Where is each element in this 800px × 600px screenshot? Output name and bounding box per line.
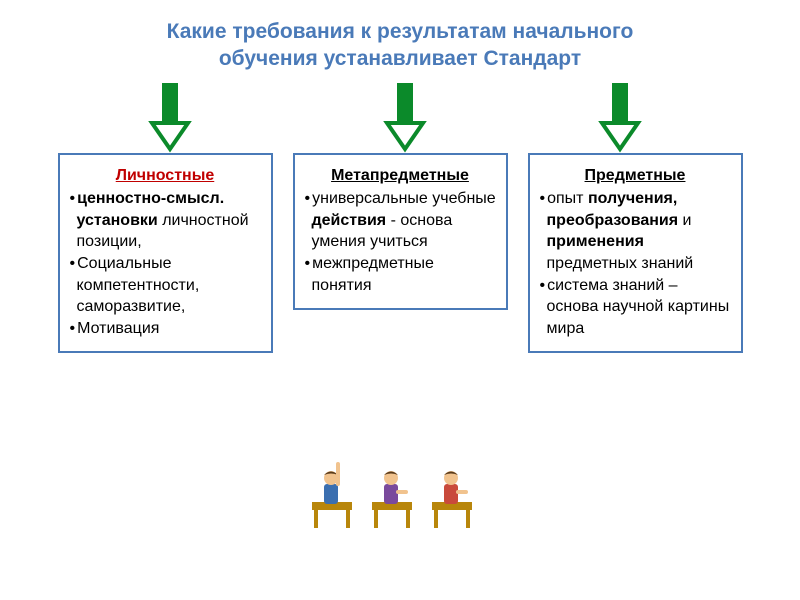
category-box: Предметныеопыт получения, преобразования… bbox=[528, 153, 743, 354]
box-list-item: опыт получения, преобразования и примене… bbox=[540, 188, 733, 274]
page-title: Какие требования к результатам начальног… bbox=[0, 0, 800, 83]
box-list-item: универсальные учебные действия - основа … bbox=[305, 188, 498, 253]
box-title: Личностные bbox=[68, 165, 263, 187]
box-list-item: ценностно-смысл. установки личностной по… bbox=[70, 188, 263, 253]
box-list-item: система знаний – основа научной картины … bbox=[540, 275, 733, 340]
box-list-item: межпредметные понятия bbox=[305, 253, 498, 296]
box-title: Метапредметные bbox=[303, 165, 498, 187]
boxes-row: Личностныеценностно-смысл. установки лич… bbox=[0, 153, 800, 354]
category-box: Личностныеценностно-смысл. установки лич… bbox=[58, 153, 273, 354]
arrows-row bbox=[0, 83, 800, 153]
title-line2: обучения устанавливает Стандарт bbox=[219, 47, 581, 70]
box-list: универсальные учебные действия - основа … bbox=[303, 188, 498, 296]
box-title: Предметные bbox=[538, 165, 733, 187]
title-line1: Какие требования к результатам начальног… bbox=[167, 20, 634, 43]
box-list: опыт получения, преобразования и примене… bbox=[538, 188, 733, 339]
category-box: Метапредметныеуниверсальные учебные дейс… bbox=[293, 153, 508, 311]
box-list-item: Социальные компетентности, саморазвитие, bbox=[70, 253, 263, 318]
students-illustration bbox=[300, 450, 500, 530]
down-arrow-icon bbox=[140, 83, 200, 158]
box-list: ценностно-смысл. установки личностной по… bbox=[68, 188, 263, 339]
down-arrow-icon bbox=[590, 83, 650, 158]
box-list-item: Мотивация bbox=[70, 318, 263, 340]
down-arrow-icon bbox=[375, 83, 435, 158]
